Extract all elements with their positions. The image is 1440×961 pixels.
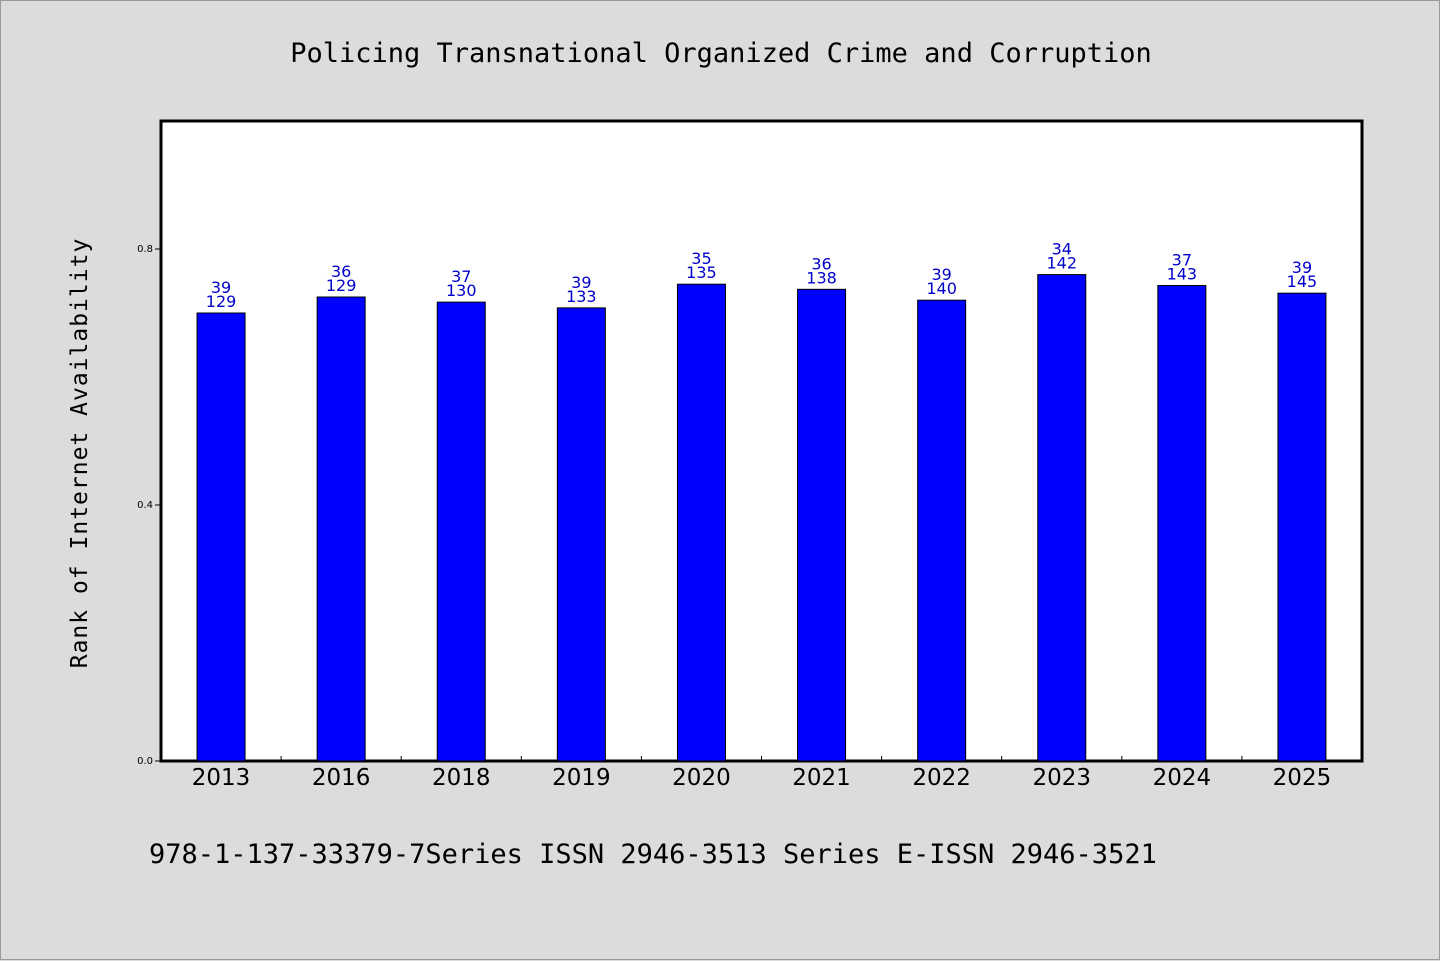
bar [316, 296, 366, 762]
data-label-top: 39 [931, 265, 951, 284]
x-axis: 2013 2016 2018 2019 2020 2021 2022 2023 2024 2025 [192, 756, 1331, 791]
data-label-top: 37 [1172, 250, 1192, 269]
data-label-top: 39 [211, 278, 231, 297]
bar [196, 312, 246, 762]
bar [676, 283, 726, 762]
isbn-issn-footer: 978-1-137-33379-7Series ISSN 2946-3513 S… [149, 839, 1157, 870]
data-label-bottom: 142 [1046, 254, 1077, 273]
data-label-top: 34 [1052, 240, 1072, 259]
data-label-top: 37 [451, 267, 471, 286]
data-label-top: 35 [691, 249, 711, 268]
y-tick-label: 0.8 [137, 244, 153, 255]
chart-title: Policing Transnational Organized Crime a… [290, 38, 1152, 69]
x-tick-label: 2019 [552, 765, 611, 791]
data-label-bottom: 129 [326, 276, 357, 295]
data-label-bottom: 133 [566, 287, 597, 306]
bar [797, 288, 847, 762]
y-tick-label: 0.0 [137, 756, 153, 767]
bar [917, 299, 967, 762]
data-label-bottom: 138 [806, 268, 837, 287]
data-label-bottom: 129 [206, 292, 237, 311]
data-label-top: 39 [1292, 258, 1312, 277]
x-tick-label: 2023 [1032, 765, 1091, 791]
x-tick-label: 2024 [1153, 765, 1212, 791]
x-tick-label: 2018 [432, 765, 491, 791]
y-axis-label: Rank of Internet Availability [67, 238, 93, 669]
bar [1277, 292, 1327, 762]
bar [1157, 284, 1207, 762]
data-label-bottom: 135 [686, 263, 717, 282]
data-label-top: 36 [811, 254, 831, 273]
x-tick-label: 2022 [912, 765, 971, 791]
x-tick-label: 2020 [672, 765, 731, 791]
y-tick-label: 0.4 [137, 500, 153, 511]
data-label-bottom: 140 [926, 279, 957, 298]
x-tick-label: 2013 [192, 765, 251, 791]
x-tick-label: 2025 [1273, 765, 1332, 791]
data-label-bottom: 143 [1167, 264, 1198, 283]
data-label-top: 36 [331, 262, 351, 281]
data-label-bottom: 145 [1287, 272, 1318, 291]
bar [436, 301, 486, 762]
x-tick-label: 2021 [792, 765, 851, 791]
y-axis: 0.0 0.4 0.8 [137, 244, 161, 767]
bar [1037, 274, 1087, 762]
data-label-bottom: 130 [446, 281, 477, 300]
data-label-top: 39 [571, 273, 591, 292]
bar [556, 307, 606, 762]
x-tick-label: 2016 [312, 765, 371, 791]
bar-series [196, 274, 1327, 762]
